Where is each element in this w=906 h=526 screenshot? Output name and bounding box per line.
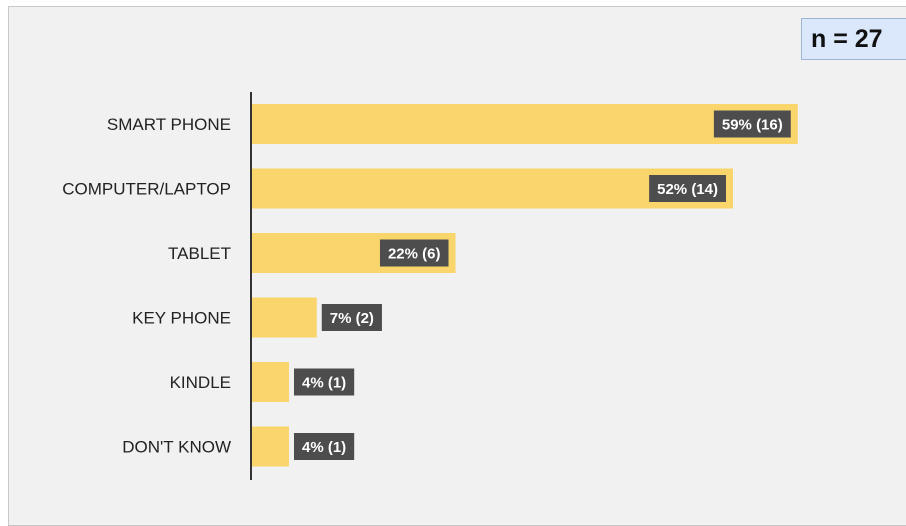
bar — [252, 104, 798, 144]
data-label: 4% (1) — [302, 375, 346, 392]
data-label-box — [649, 175, 726, 202]
data-label-box — [294, 433, 355, 460]
data-label-box — [379, 239, 449, 267]
category-label: KEY PHONE — [132, 309, 231, 328]
chart-frame — [8, 6, 906, 526]
data-label: 4% (1) — [302, 439, 346, 456]
bar — [252, 426, 289, 467]
bar — [252, 362, 289, 402]
horizontal-bar-chart: SMART PHONE COMPUTER/LAPTOP TABLET KEY PHON… — [62, 92, 798, 480]
category-label: KINDLE — [170, 373, 231, 392]
sample-size-badge: n = 27 — [801, 18, 906, 60]
data-label: 52% (14) — [657, 181, 718, 198]
category-label: DON'T KNOW — [122, 438, 231, 457]
data-label: 22% (6) — [388, 246, 441, 263]
category-label: TABLET — [168, 244, 231, 263]
value-labels-group: 59% (16) 52% (14) 22% (6) 7% (2) 4% (1) 4% (1… — [294, 110, 791, 460]
data-label-box — [294, 368, 355, 396]
data-label-box — [713, 110, 791, 138]
data-label: 7% (2) — [330, 310, 374, 327]
data-label-box — [321, 304, 382, 331]
category-labels-group: SMART PHONE COMPUTER/LAPTOP TABLET KEY PHON… — [62, 115, 231, 457]
data-label: 59% (16) — [722, 117, 783, 134]
bar — [252, 297, 317, 338]
bars-group — [252, 104, 798, 467]
category-label: SMART PHONE — [107, 115, 231, 134]
category-label: COMPUTER/LAPTOP — [62, 180, 231, 199]
